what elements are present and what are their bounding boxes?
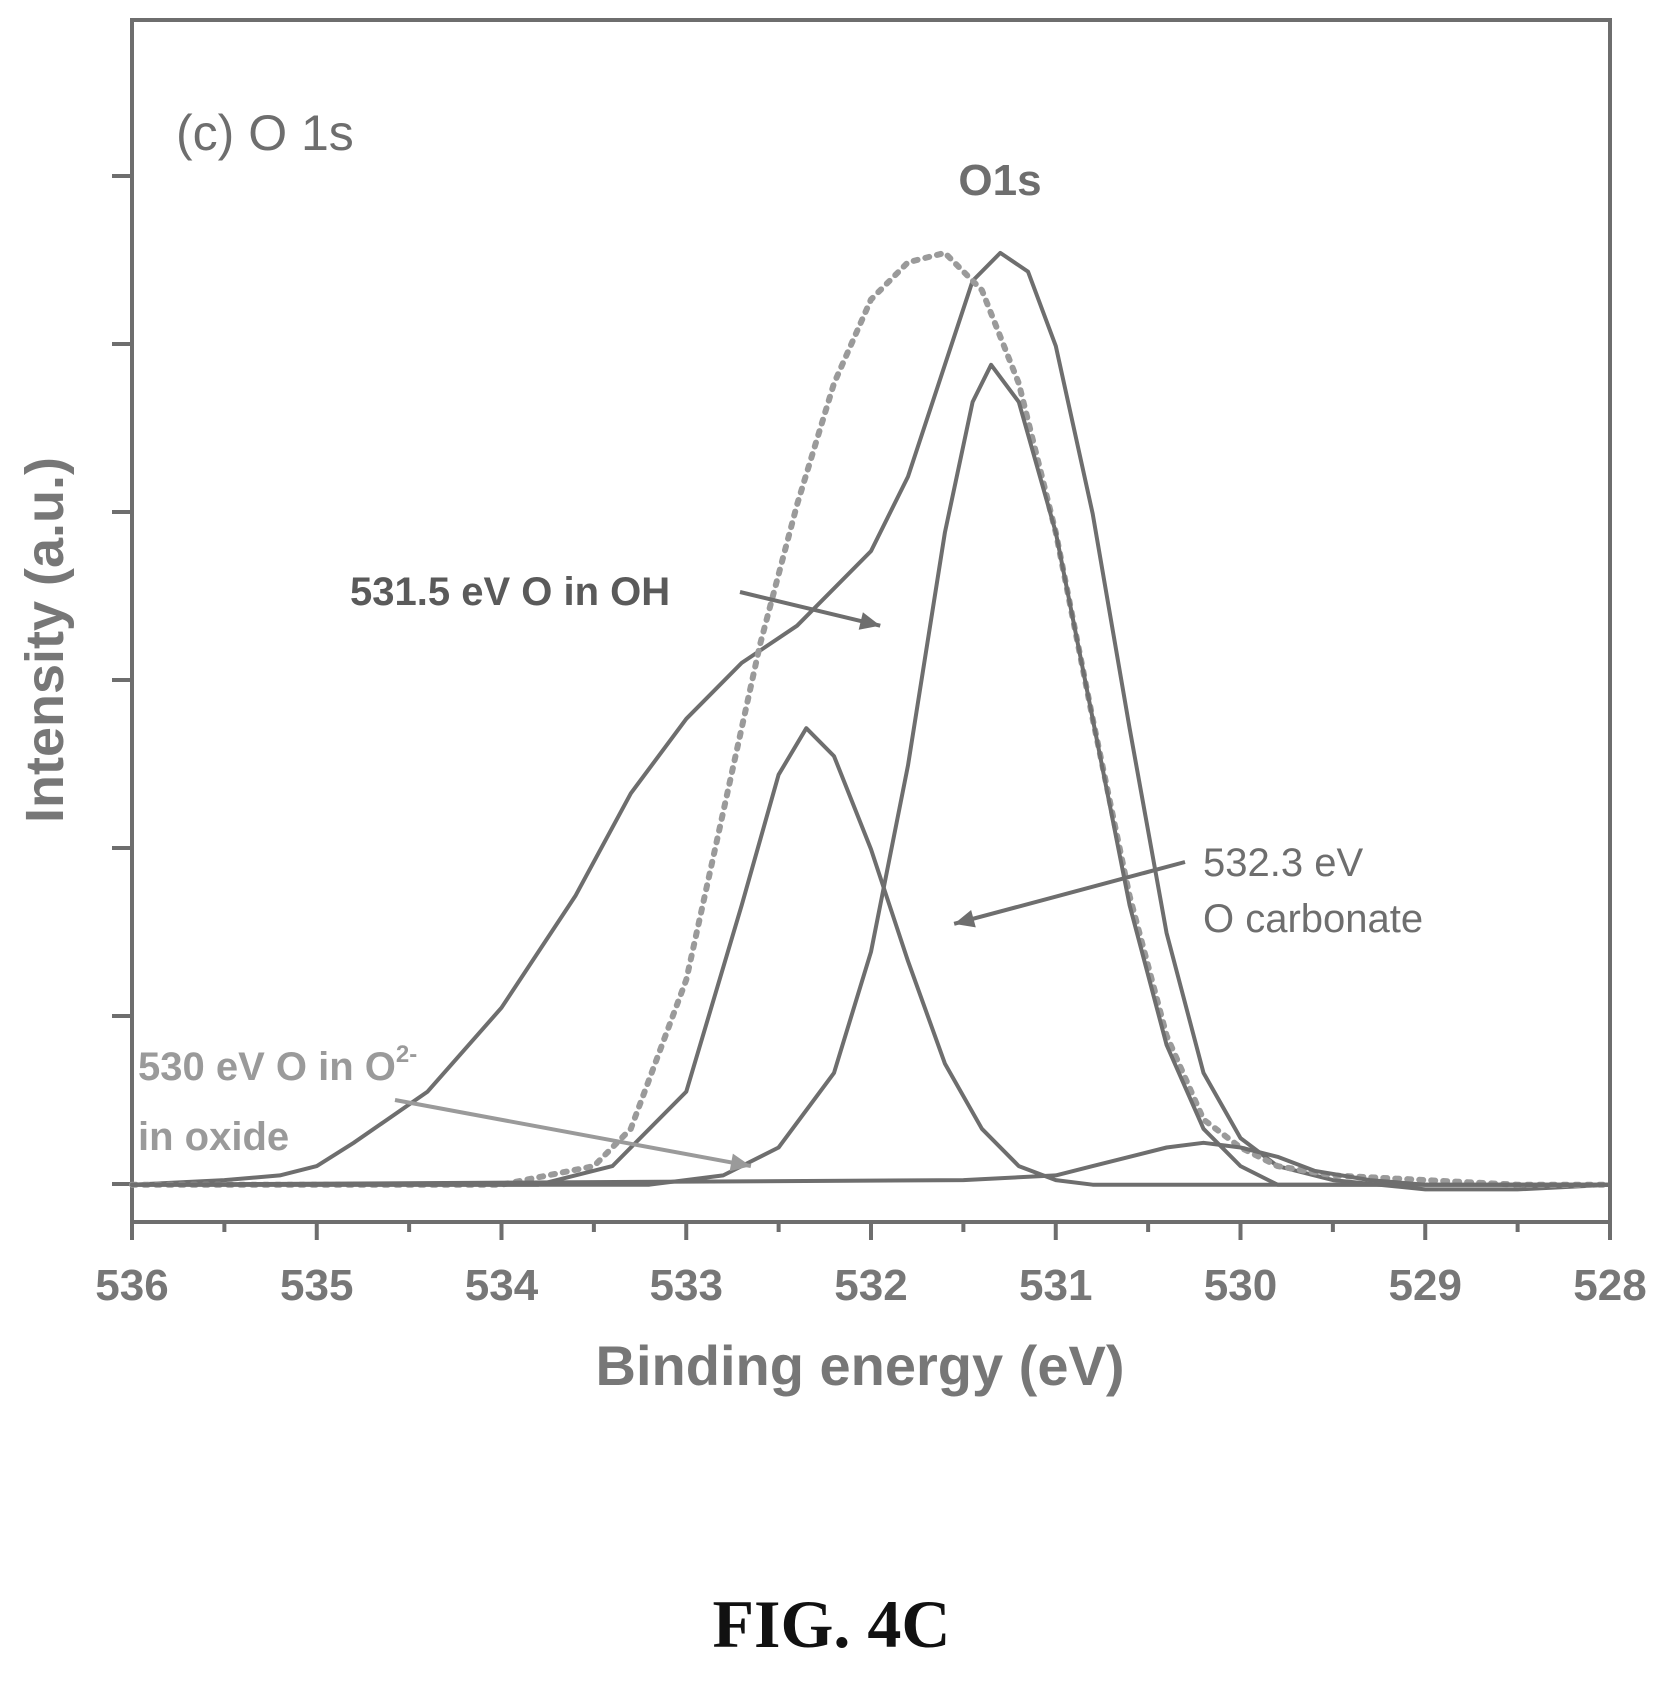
- annotation-arrowhead: [954, 909, 976, 928]
- annotation-arrow-line: [739, 590, 881, 628]
- x-tick-labels: 536 535 534 533 532 531 530 529 528: [95, 1261, 1646, 1310]
- x-tick-label: 535: [280, 1261, 353, 1310]
- x-tick-label: 532: [834, 1261, 907, 1310]
- x-tick-label: 536: [95, 1261, 168, 1310]
- x-axis-label: Binding energy (eV): [596, 1334, 1125, 1397]
- annotation-oxide-superscript: 2-: [396, 1041, 417, 1068]
- series-3-line: [130, 726, 1612, 1187]
- annotation-oxide-line1: 530 eV O in O2-: [138, 1041, 417, 1089]
- series-2-line: [130, 362, 1612, 1187]
- x-tick-label: 529: [1389, 1261, 1462, 1310]
- annotation-carbonate-line1: 532.3 eV: [1203, 841, 1363, 885]
- tick-marks: [112, 174, 1612, 1240]
- curves: [129, 249, 1613, 1192]
- series-4-line: [130, 1140, 1612, 1187]
- annotation-arrowhead: [858, 612, 881, 630]
- annotation-arrow-line: [394, 1098, 752, 1169]
- annotation-oxide-line2: in oxide: [138, 1115, 289, 1159]
- x-tick-label: 530: [1204, 1261, 1277, 1310]
- annotation-arrow-line: [953, 860, 1186, 926]
- annotation-oxide-text: 530 eV O in O: [138, 1045, 396, 1089]
- figure-caption: FIG. 4C: [712, 1586, 951, 1662]
- x-tick-label: 533: [650, 1261, 723, 1310]
- series-0-line: [130, 250, 1612, 1192]
- annotation-arrowhead: [729, 1153, 751, 1172]
- series-1-line: [129, 249, 1613, 1188]
- y-axis-label: Intensity (a.u.): [15, 457, 75, 823]
- x-tick-label: 531: [1019, 1261, 1092, 1310]
- peak-label: O1s: [958, 156, 1041, 205]
- panel-label: (c) O 1s: [176, 105, 354, 161]
- annotation-arrows: [394, 590, 1186, 1172]
- x-tick-label: 528: [1573, 1261, 1646, 1310]
- annotation-oh: 531.5 eV O in OH: [350, 570, 670, 614]
- annotation-carbonate-line2: O carbonate: [1203, 897, 1423, 941]
- x-tick-label: 534: [465, 1261, 539, 1310]
